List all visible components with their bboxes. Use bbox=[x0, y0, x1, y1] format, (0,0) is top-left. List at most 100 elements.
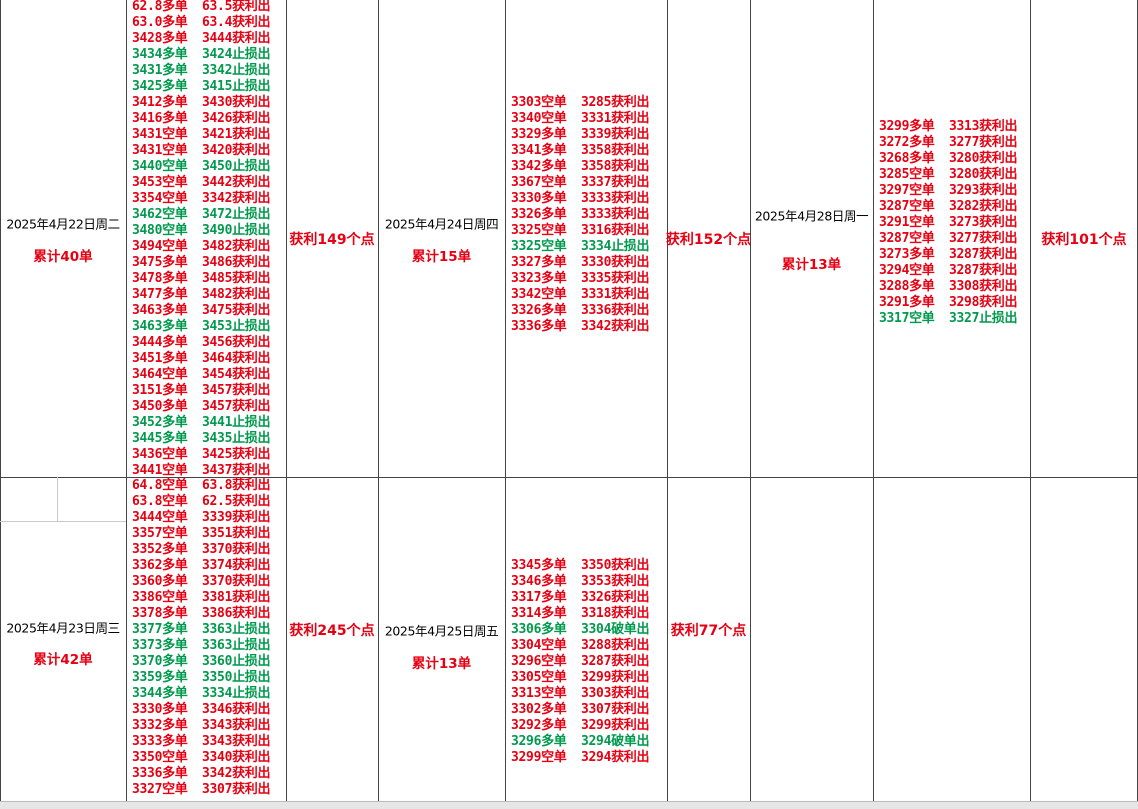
profit-total: 获利149个点 bbox=[289, 232, 375, 248]
trade-close: 3331获利出 bbox=[581, 111, 650, 126]
trade-open: 3325空单 bbox=[511, 223, 567, 238]
trade-open: 3441空单 bbox=[132, 463, 188, 478]
trade-close: 3333获利出 bbox=[581, 207, 650, 222]
trade-close: 3453止损出 bbox=[202, 319, 271, 334]
column-border bbox=[1030, 0, 1031, 801]
trade-close: 3441止损出 bbox=[202, 415, 271, 430]
trade-close: 63.8获利出 bbox=[202, 478, 271, 493]
trade-close: 3307获利出 bbox=[581, 702, 650, 717]
trade-close: 3342止损出 bbox=[202, 63, 271, 78]
trade-open: 3272多单 bbox=[879, 135, 935, 150]
trade-close: 3316获利出 bbox=[581, 223, 650, 238]
trade-close: 3486获利出 bbox=[202, 255, 271, 270]
trade-open: 3330多单 bbox=[511, 191, 567, 206]
trade-open: 3357空单 bbox=[132, 526, 188, 541]
trade-open: 3327空单 bbox=[132, 782, 188, 797]
trade-open: 3452多单 bbox=[132, 415, 188, 430]
trade-close: 3350止损出 bbox=[202, 670, 271, 685]
trade-close: 3339获利出 bbox=[202, 510, 271, 525]
trade-open: 3345多单 bbox=[511, 558, 567, 573]
order-count: 累计13单 bbox=[411, 656, 472, 672]
trade-close: 3464获利出 bbox=[202, 351, 271, 366]
column-border bbox=[750, 0, 751, 801]
trade-close: 3485获利出 bbox=[202, 271, 271, 286]
trade-close: 3287获利出 bbox=[949, 263, 1018, 278]
trade-close: 3386获利出 bbox=[202, 606, 271, 621]
trade-close: 3435止损出 bbox=[202, 431, 271, 446]
trade-open: 3425多单 bbox=[132, 79, 188, 94]
trade-close: 3307获利出 bbox=[202, 782, 271, 797]
trade-open: 3342多单 bbox=[511, 159, 567, 174]
trade-open: 3478多单 bbox=[132, 271, 188, 286]
column-border bbox=[378, 0, 379, 801]
trade-close: 3381获利出 bbox=[202, 590, 271, 605]
trade-open: 3326多单 bbox=[511, 303, 567, 318]
trade-close: 3425获利出 bbox=[202, 447, 271, 462]
date-label: 2025年4月22日周二 bbox=[6, 216, 120, 232]
trade-close: 3288获利出 bbox=[581, 638, 650, 653]
trade-open: 3317空单 bbox=[879, 311, 935, 326]
trade-open: 3480空单 bbox=[132, 223, 188, 238]
trade-close: 3335获利出 bbox=[581, 271, 650, 286]
trade-open: 3299空单 bbox=[511, 750, 567, 765]
trade-open: 3431空单 bbox=[132, 143, 188, 158]
trade-close: 3444获利出 bbox=[202, 31, 271, 46]
trade-close: 3340获利出 bbox=[202, 750, 271, 765]
date-label: 2025年4月24日周四 bbox=[384, 216, 499, 232]
column-border bbox=[505, 0, 506, 801]
trade-close: 63.5获利出 bbox=[202, 0, 271, 14]
profit-total: 获利245个点 bbox=[289, 623, 375, 639]
trade-open: 3444多单 bbox=[132, 335, 188, 350]
date-label: 2025年4月23日周三 bbox=[6, 620, 120, 636]
trade-close: 3350获利出 bbox=[581, 558, 650, 573]
trade-open: 3475多单 bbox=[132, 255, 188, 270]
trade-close: 3342获利出 bbox=[581, 319, 650, 334]
order-count: 累计42单 bbox=[33, 652, 93, 668]
trade-close: 3456获利出 bbox=[202, 335, 271, 350]
trade-close: 3330获利出 bbox=[581, 255, 650, 270]
trade-open: 3464空单 bbox=[132, 367, 188, 382]
trade-open: 3444空单 bbox=[132, 510, 188, 525]
trade-close: 3343获利出 bbox=[202, 734, 271, 749]
trade-open: 3296多单 bbox=[511, 734, 567, 749]
trade-close: 3299获利出 bbox=[581, 670, 650, 685]
trade-close: 3358获利出 bbox=[581, 159, 650, 174]
trade-close: 3331获利出 bbox=[581, 287, 650, 302]
trade-close: 3370获利出 bbox=[202, 574, 271, 589]
trade-close: 3342获利出 bbox=[202, 191, 271, 206]
trade-open: 3317多单 bbox=[511, 590, 567, 605]
trade-open: 3302多单 bbox=[511, 702, 567, 717]
trade-close: 3336获利出 bbox=[581, 303, 650, 318]
trade-close: 3287获利出 bbox=[581, 654, 650, 669]
column-border bbox=[0, 0, 1, 801]
trade-open: 3359多单 bbox=[132, 670, 188, 685]
trade-close: 3437获利出 bbox=[202, 463, 271, 478]
trade-close: 3334止损出 bbox=[581, 239, 650, 254]
profit-total: 获利152个点 bbox=[665, 232, 752, 248]
profit-total: 获利101个点 bbox=[1041, 232, 1127, 248]
trade-close: 3346获利出 bbox=[202, 702, 271, 717]
trade-open: 3346多单 bbox=[511, 574, 567, 589]
trade-open: 3431空单 bbox=[132, 127, 188, 142]
scroll-bar[interactable] bbox=[0, 801, 1138, 809]
column-border bbox=[286, 0, 287, 801]
trade-close: 3318获利出 bbox=[581, 606, 650, 621]
trade-close: 3426获利出 bbox=[202, 111, 271, 126]
trade-open: 3378多单 bbox=[132, 606, 188, 621]
trade-close: 3363止损出 bbox=[202, 638, 271, 653]
trade-open: 3313空单 bbox=[511, 686, 567, 701]
trade-open: 3416多单 bbox=[132, 111, 188, 126]
trade-open: 3477多单 bbox=[132, 287, 188, 302]
trade-close: 3304破单出 bbox=[581, 622, 650, 637]
trade-open: 3294空单 bbox=[879, 263, 935, 278]
trade-close: 3326获利出 bbox=[581, 590, 650, 605]
trade-close: 3308获利出 bbox=[949, 279, 1018, 294]
column-border bbox=[873, 0, 874, 801]
trade-open: 3329多单 bbox=[511, 127, 567, 142]
trade-close: 3490止损出 bbox=[202, 223, 271, 238]
trade-close: 3313获利出 bbox=[949, 119, 1018, 134]
trade-open: 3412多单 bbox=[132, 95, 188, 110]
trade-close: 3424止损出 bbox=[202, 47, 271, 62]
trade-open: 3370多单 bbox=[132, 654, 188, 669]
